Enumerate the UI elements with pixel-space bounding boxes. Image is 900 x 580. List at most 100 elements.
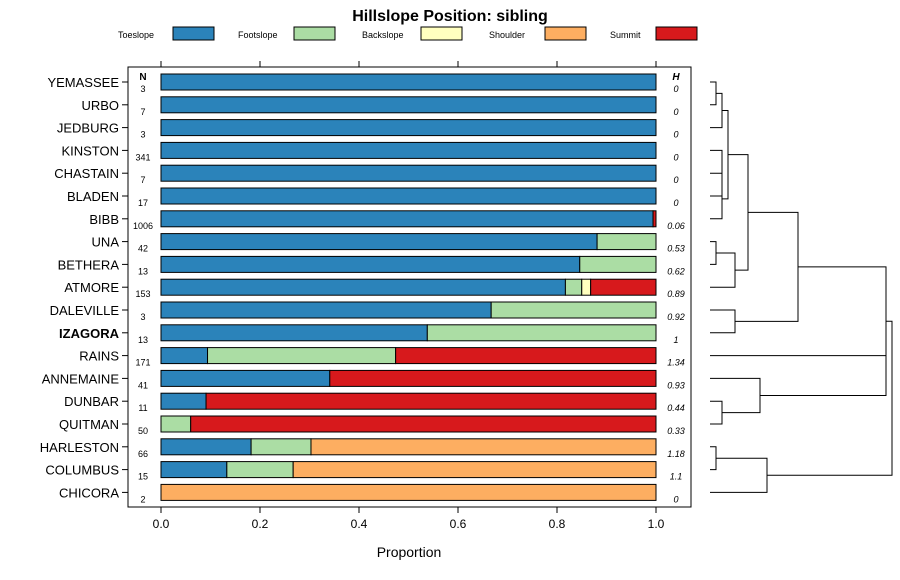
x-tick-label-0-6: 0.6 (450, 517, 467, 531)
bar-chastain-toeslope (160, 164, 657, 182)
bar-quitman-footslope (160, 415, 192, 433)
legend-label-summit: Summit (610, 30, 641, 40)
category-label-columbus: COLUMBUS (45, 463, 119, 478)
n-value-kinston: 341 (135, 152, 150, 162)
bar-atmore-summit (590, 278, 657, 296)
bar-annemaine-summit (329, 369, 657, 387)
bar-daleville-toeslope (160, 301, 492, 319)
x-tick-label-0-0: 0.0 (153, 517, 170, 531)
legend-swatch-toeslope (172, 26, 215, 41)
n-value-yemassee: 3 (140, 84, 145, 94)
n-value-una: 42 (138, 244, 148, 254)
bar-bibb-toeslope (160, 210, 654, 228)
bar-bibb-summit (652, 210, 657, 228)
dendrogram-link-15 (710, 446, 717, 471)
bar-rains-footslope (207, 347, 397, 365)
n-value-bethera: 13 (138, 266, 148, 276)
h-header: H (672, 72, 680, 83)
x-tick-label-0-8: 0.8 (549, 517, 566, 531)
dendrogram-link-5 (710, 178, 723, 220)
n-value-urbo: 7 (140, 107, 145, 117)
bar-harleston-footslope (250, 438, 312, 456)
category-label-harleston: HARLESTON (40, 440, 119, 455)
n-value-daleville: 3 (140, 312, 145, 322)
dendrogram-link-10 (710, 309, 736, 334)
x-axis-label: Proportion (377, 544, 442, 560)
n-value-bibb: 1006 (133, 221, 153, 231)
h-value-chastain: 0 (673, 175, 678, 185)
h-value-daleville: 0.92 (667, 312, 685, 322)
category-label-chastain: CHASTAIN (54, 166, 119, 181)
n-value-bladen: 17 (138, 198, 148, 208)
bar-rains-toeslope (160, 347, 209, 365)
dendrogram-link-3 (710, 149, 723, 174)
bar-yemassee-toeslope (160, 73, 657, 91)
dendrogram-link-17 (798, 266, 887, 376)
n-value-rains: 171 (135, 358, 150, 368)
bar-atmore-toeslope (160, 278, 566, 296)
category-label-una: UNA (92, 235, 120, 250)
dendrogram-link-13 (710, 377, 761, 414)
category-label-atmore: ATMORE (64, 280, 119, 295)
n-value-quitman: 50 (138, 426, 148, 436)
category-label-rains: RAINS (79, 349, 119, 364)
bar-bethera-toeslope (160, 255, 581, 273)
bar-kinston-toeslope (160, 141, 657, 159)
bar-una-toeslope (160, 233, 598, 251)
category-label-annemaine: ANNEMAINE (42, 371, 120, 386)
dendrogram-link-6 (722, 110, 729, 200)
h-value-harleston: 1.18 (667, 449, 685, 459)
bar-atmore-backslope (581, 278, 592, 296)
x-tick-label-0-2: 0.2 (252, 517, 269, 531)
h-value-rains: 1.34 (667, 358, 685, 368)
bar-harleston-toeslope (160, 438, 252, 456)
legend-swatch-footslope (293, 26, 336, 41)
legend-label-footslope: Footslope (238, 30, 278, 40)
dendrogram-link-18 (767, 320, 893, 476)
h-value-dunbar: 0.44 (667, 403, 685, 413)
dendrogram (710, 81, 893, 493)
legend-swatch-summit (655, 26, 698, 41)
dendrogram-link-7 (710, 241, 717, 265)
category-label-yemassee: YEMASSEE (47, 75, 119, 90)
n-value-annemaine: 41 (138, 380, 148, 390)
dendrogram-link-8 (710, 252, 736, 288)
dendrogram-link-4 (710, 161, 723, 197)
category-label-bibb: BIBB (89, 212, 119, 227)
legend-label-shoulder: Shoulder (489, 30, 525, 40)
legend-label-backslope: Backslope (362, 30, 404, 40)
n-value-izagora: 13 (138, 335, 148, 345)
h-value-annemaine: 0.93 (667, 380, 685, 390)
h-value-bethera: 0.62 (667, 266, 685, 276)
h-value-quitman: 0.33 (667, 426, 685, 436)
category-label-bladen: BLADEN (67, 189, 119, 204)
dendrogram-link-1 (710, 81, 717, 106)
x-tick-label-0-4: 0.4 (351, 517, 368, 531)
category-label-jedburg: JEDBURG (57, 121, 119, 136)
legend: Toeslope Footslope Backslope Shoulder Summit (118, 26, 698, 41)
h-value-bibb: 0.06 (667, 221, 685, 231)
dendrogram-link-14 (710, 355, 887, 396)
h-value-jedburg: 0 (673, 130, 678, 140)
bar-izagora-footslope (426, 324, 657, 342)
category-label-quitman: QUITMAN (59, 417, 119, 432)
bar-rains-summit (395, 347, 657, 365)
category-label-bethera: BETHERA (58, 257, 120, 272)
n-value-atmore: 153 (135, 289, 150, 299)
legend-swatch-backslope (420, 26, 463, 41)
category-label-chicora: CHICORA (59, 485, 119, 500)
bar-bethera-footslope (579, 255, 657, 273)
n-value-chastain: 7 (140, 175, 145, 185)
chart-title: Hillslope Position: sibling (352, 8, 548, 25)
legend-label-toeslope: Toeslope (118, 30, 154, 40)
bar-daleville-footslope (490, 301, 657, 319)
bar-harleston-shoulder (310, 438, 657, 456)
h-value-bladen: 0 (673, 198, 678, 208)
dendrogram-link-16 (710, 457, 768, 493)
bar-chicora-shoulder (160, 483, 657, 501)
category-label-daleville: DALEVILLE (50, 303, 120, 318)
bar-annemaine-toeslope (160, 369, 331, 387)
bar-izagora-toeslope (160, 324, 428, 342)
